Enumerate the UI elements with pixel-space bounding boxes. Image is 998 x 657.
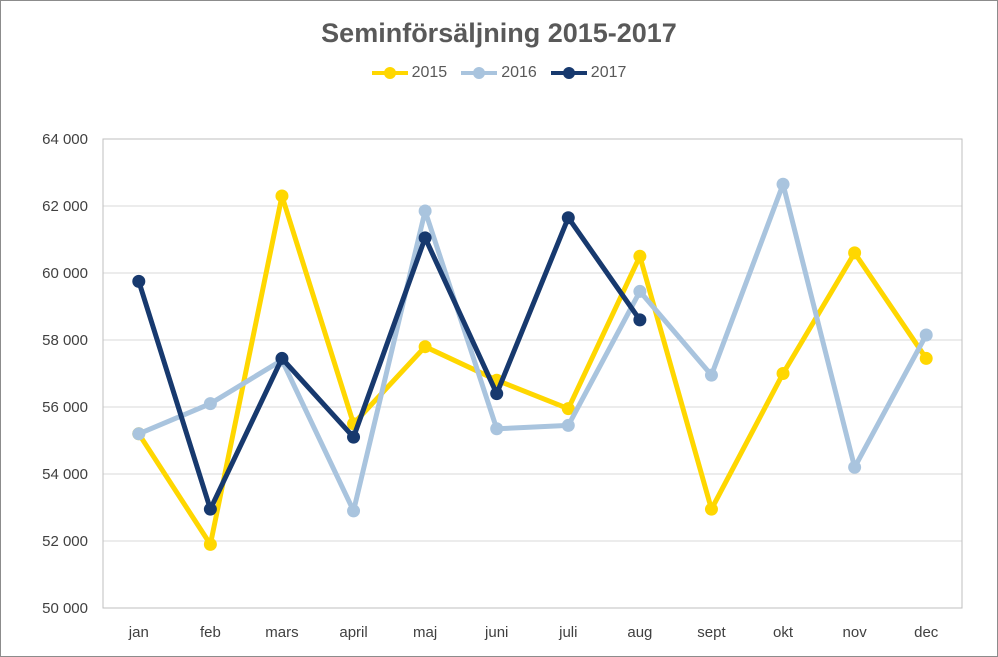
x-tick-label-3: april [339,624,367,641]
legend-swatch-2016 [461,67,498,79]
y-tick-label-6: 62 000 [42,198,88,215]
legend-item-2016: 2016 [461,64,537,82]
y-tick-label-3: 56 000 [42,399,88,416]
chart-title: Seminförsäljning 2015-2017 [321,18,677,48]
legend-item-2017: 2017 [550,64,627,82]
point-2016-sept [704,368,718,382]
y-tick-label-5: 60 000 [42,265,88,282]
point-2017-juli [561,211,575,225]
point-2016-maj [418,204,432,218]
x-tick-label-0: jan [128,624,149,641]
x-tick-label-1: feb [200,624,221,641]
series-line-2017 [136,215,643,512]
point-2017-maj [418,231,432,245]
point-2015-aug [633,249,647,263]
legend-label-2017: 2017 [590,64,627,81]
point-2016-juni [490,422,504,436]
legend-label-2015: 2015 [411,64,448,81]
point-2017-aug [633,313,647,327]
point-2015-feb [203,537,217,551]
point-2016-april [347,504,361,518]
legend-swatch-2015 [371,67,408,79]
series-line-2015 [136,193,929,547]
x-tick-label-9: okt [773,624,794,641]
y-tick-label-0: 50 000 [42,600,88,617]
point-2017-feb [203,502,217,516]
point-2015-sept [704,502,718,516]
y-tick-label-4: 58 000 [42,332,88,349]
x-tick-label-4: maj [413,624,437,641]
y-tick-label-7: 64 000 [42,131,88,148]
x-tick-label-11: dec [914,624,939,641]
point-2015-nov [848,246,862,260]
x-tick-label-5: juni [484,624,508,641]
point-2016-dec [919,328,933,342]
y-tick-label-2: 54 000 [42,466,88,483]
x-tick-label-10: nov [843,624,868,641]
series-line-2016 [136,181,929,514]
legend-item-2015: 2015 [371,64,448,82]
point-2016-nov [848,460,862,474]
point-2017-juni [490,387,504,401]
y-tick-label-1: 52 000 [42,533,88,550]
point-2016-okt [776,177,790,191]
x-tick-label-7: aug [627,624,652,641]
point-2017-jan [132,274,146,288]
point-2016-juli [561,418,575,432]
plot-area-border [102,138,963,609]
point-2017-mars [275,351,289,365]
x-tick-label-2: mars [265,624,298,641]
point-2017-april [347,430,361,444]
point-2016-aug [633,284,647,298]
point-2015-maj [418,340,432,354]
point-2016-jan [132,427,146,441]
point-2015-okt [776,367,790,380]
point-2015-dec [919,351,933,365]
legend: 2015 2016 2017 [0,64,998,82]
legend-label-2016: 2016 [501,64,537,81]
point-2015-juli [561,402,575,416]
point-2015-mars [275,189,289,203]
legend-swatch-2017 [550,67,587,79]
x-tick-label-8: sept [697,624,726,641]
x-tick-label-6: juli [558,624,577,641]
point-2016-feb [203,397,217,411]
